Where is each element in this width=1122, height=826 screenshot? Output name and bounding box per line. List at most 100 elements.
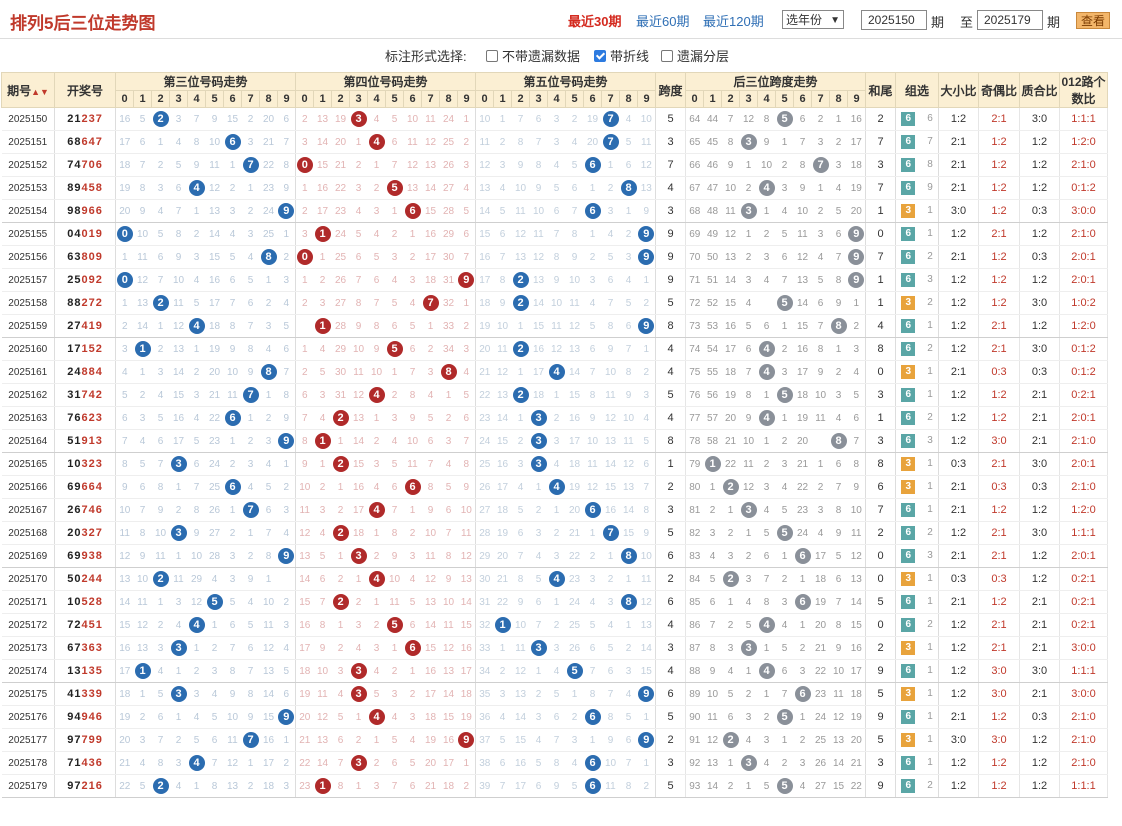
trend-cell: 16 (493, 452, 512, 476)
trend-cell: 3 (151, 360, 170, 384)
trend-cell: 25 (475, 452, 494, 476)
trend-cell: 17 (349, 498, 368, 522)
query-button[interactable]: 查看 (1076, 12, 1110, 29)
trend-cell: 5 (403, 590, 422, 614)
trend-cell: 11 (421, 544, 440, 568)
trend-cell: 22 (259, 153, 278, 177)
trend-cell: 4 (205, 567, 224, 591)
trend-cell: 1 (259, 383, 278, 407)
range-30-link[interactable]: 最近30期 (568, 14, 622, 29)
hit-ball: 6 (404, 640, 421, 656)
span-trend-cell: 2 (775, 567, 794, 591)
range-60-link[interactable]: 最近60期 (636, 14, 690, 29)
trend-cell: 13 (565, 337, 584, 361)
to-period-input[interactable]: 2025179 (977, 10, 1043, 30)
checkbox-icon[interactable] (486, 50, 498, 62)
span-trend-cell: 5 (721, 682, 740, 706)
span-trend-cell: 16 (847, 107, 866, 131)
trend-cell: 8 (493, 268, 512, 292)
span-trend-cell: 74 (685, 337, 704, 361)
checkbox-checked-icon[interactable] (594, 50, 606, 62)
range-120-link[interactable]: 最近120期 (703, 14, 764, 29)
trend-cell: 2 (151, 613, 170, 637)
trend-cell: 6 (385, 314, 404, 338)
trend-cell: 6 (403, 337, 422, 361)
digit-header: 7 (811, 90, 830, 108)
span-trend-cell: 8 (757, 107, 776, 131)
trend-cell: 14 (529, 291, 548, 315)
span-trend-cell: 6 (757, 314, 776, 338)
trend-cell: 7 (187, 107, 206, 131)
trend-cell: 4 (241, 245, 260, 269)
trend-cell: 7 (151, 268, 170, 292)
col-period[interactable]: 期号▲▼ (1, 72, 55, 108)
trend-cell: 6 (385, 751, 404, 775)
option-no-missing[interactable]: 不带遗漏数据 (486, 46, 580, 65)
trend-cell: 8 (619, 544, 638, 568)
checkbox-icon[interactable] (661, 50, 673, 62)
odd-even-cell: 0:3 (978, 360, 1020, 384)
digit-header: 3 (169, 90, 188, 108)
trend-cell: 2 (277, 751, 296, 775)
trend-cell: 4 (331, 682, 350, 706)
hit-ball: 0 (116, 272, 133, 288)
trend-cell: 1 (151, 590, 170, 614)
trend-cell: 29 (475, 544, 494, 568)
trend-cell: 1 (331, 475, 350, 499)
trend-cell: 3 (547, 544, 566, 568)
to-label: 至 (960, 15, 974, 30)
hit-ball: 3 (530, 433, 547, 449)
trend-cell: 5 (313, 360, 332, 384)
span-cell: 4 (655, 613, 686, 637)
trend-cell: 1 (295, 176, 314, 200)
odd-even-cell: 3:0 (978, 429, 1020, 453)
trend-cell: 1 (277, 452, 296, 476)
trend-cell: 10 (223, 705, 242, 729)
trend-cell: 24 (205, 452, 224, 476)
trend-cell: 18 (475, 291, 494, 315)
span-trend-cell: 1 (739, 153, 758, 177)
trend-cell: 14 (313, 130, 332, 154)
trend-cell: 9 (313, 636, 332, 660)
span-cell: 1 (655, 452, 686, 476)
col-sum-tail: 和尾 (865, 72, 896, 108)
trend-cell: 17 (313, 199, 332, 223)
span-trend-cell: 3 (739, 199, 758, 223)
trend-cell: 9 (637, 199, 656, 223)
col-big-small: 大小比 (938, 72, 979, 108)
trend-cell: 4 (169, 130, 188, 154)
trend-cell: 14 (637, 636, 656, 660)
option-layered[interactable]: 遗漏分层 (661, 46, 729, 65)
trend-cell: 30 (475, 567, 494, 591)
trend-cell: 9 (457, 268, 476, 292)
draw-cell: 27419 (54, 314, 116, 338)
from-period-input[interactable]: 2025150 (861, 10, 927, 30)
span-trend-cell: 3 (739, 636, 758, 660)
span-trend-cell: 2 (757, 222, 776, 246)
big-small-cell: 1:2 (938, 521, 979, 545)
trend-cell: 10 (259, 590, 278, 614)
trend-cell: 7 (403, 360, 422, 384)
trend-cell: 9 (349, 314, 368, 338)
period-cell: 2025170 (1, 567, 55, 591)
table-row: 2025150 21237 16 5 2 3 7 9 15 2 20 6 2 13 19 3 4 5 10 11 24 1… (1, 107, 1108, 131)
trend-cell: 5 (403, 751, 422, 775)
span-trend-cell: 10 (793, 199, 812, 223)
span-trend-cell: 20 (793, 429, 812, 453)
span-trend-cell: 7 (757, 567, 776, 591)
option-with-line[interactable]: 带折线 (594, 46, 649, 65)
trend-cell: 20 (205, 360, 224, 384)
trend-cell: 5 (331, 705, 350, 729)
big-small-cell: 1:2 (938, 107, 979, 131)
trend-cell: 5 (637, 429, 656, 453)
trend-cell: 1 (313, 452, 332, 476)
span-trend-cell: 17 (847, 130, 866, 154)
year-select[interactable]: 选年份 ▼ (782, 10, 844, 29)
big-small-cell: 3:0 (938, 199, 979, 223)
span-trend-cell: 7 (775, 268, 794, 292)
sort-icon[interactable]: ▲▼ (31, 86, 49, 97)
span-trend-cell: 26 (811, 751, 830, 775)
col-draw: 开奖号 (54, 72, 116, 108)
table-row: 2025172 72451 15 12 2 4 4 1 6 5 11 3 16 8 1 3 2 5 6 14 11 15 3… (1, 613, 1108, 637)
sum-tail-cell: 0 (865, 613, 896, 637)
